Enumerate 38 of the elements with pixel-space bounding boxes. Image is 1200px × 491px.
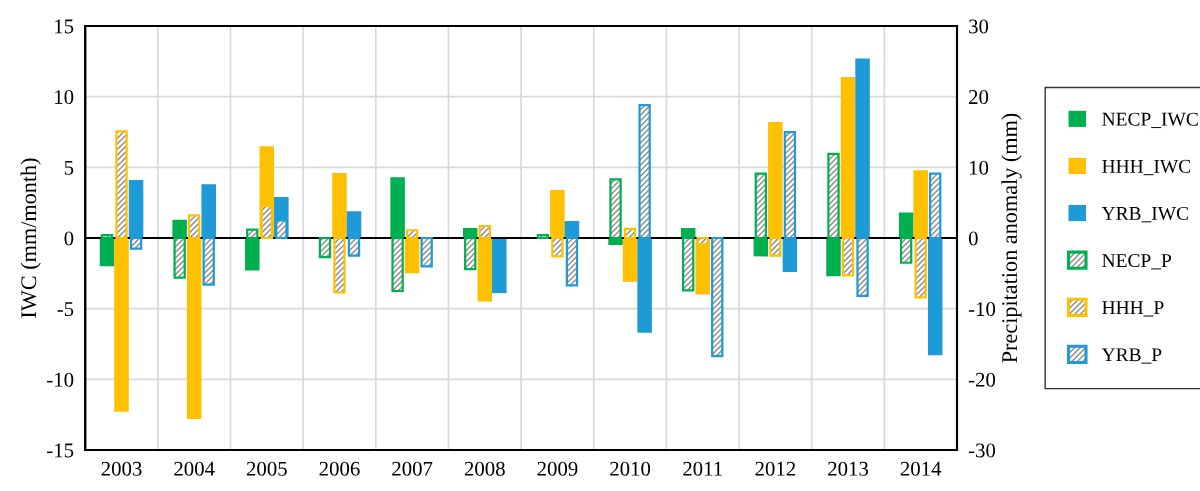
- y-tick-label: 5: [64, 160, 74, 175]
- legend-label: YRB_IWC: [1101, 206, 1188, 223]
- x-tick-label: 2010: [610, 461, 651, 476]
- legend-label: NECP_P: [1102, 254, 1172, 270]
- x-tick-label: 2014: [900, 461, 942, 476]
- x-tick-label: 2003: [101, 461, 142, 476]
- x-tick-label: 2005: [246, 461, 287, 476]
- y2-tick-label: 20: [969, 90, 989, 105]
- x-tick-label: 2013: [828, 461, 869, 476]
- x-tick-label: 2007: [392, 461, 433, 476]
- y-tick-label: -10: [47, 372, 74, 387]
- x-tick-label: 2008: [464, 461, 505, 476]
- y2-tick-label: 10: [969, 160, 989, 175]
- x-tick-label: 2011: [683, 461, 722, 476]
- bar: [711, 236, 724, 358]
- y-tick-label: 15: [55, 19, 74, 34]
- bar: [318, 236, 332, 259]
- legend-label: HHH_P: [1102, 301, 1164, 317]
- y2-tick-label: -10: [968, 302, 996, 317]
- x-tick-label: 2004: [174, 461, 215, 476]
- y-tick-label: -15: [47, 443, 74, 458]
- bar: [492, 238, 507, 294]
- y2-tick-label: -20: [968, 372, 996, 387]
- legend-label: HHH_IWC: [1102, 159, 1191, 176]
- bar: [536, 234, 550, 240]
- y2-tick-label: 30: [969, 19, 989, 34]
- x-tick-label: 2006: [319, 461, 360, 476]
- x-tick-label: 2009: [537, 461, 578, 476]
- y-tick-label: 0: [64, 231, 74, 246]
- legend-label: NECP_IWC: [1102, 112, 1198, 129]
- y-tick-label: 10: [55, 90, 74, 105]
- y2-tick-label: -30: [968, 443, 996, 458]
- y2-tick-label: 0: [968, 231, 978, 246]
- y2-axis-title: Precipitation anomaly (mm): [1001, 113, 1022, 363]
- legend-label: YRB_P: [1101, 348, 1162, 364]
- y-axis-title: IWC (mm/month): [20, 158, 41, 318]
- x-tick-label: 2012: [755, 461, 796, 476]
- y-tick-label: -5: [57, 302, 74, 317]
